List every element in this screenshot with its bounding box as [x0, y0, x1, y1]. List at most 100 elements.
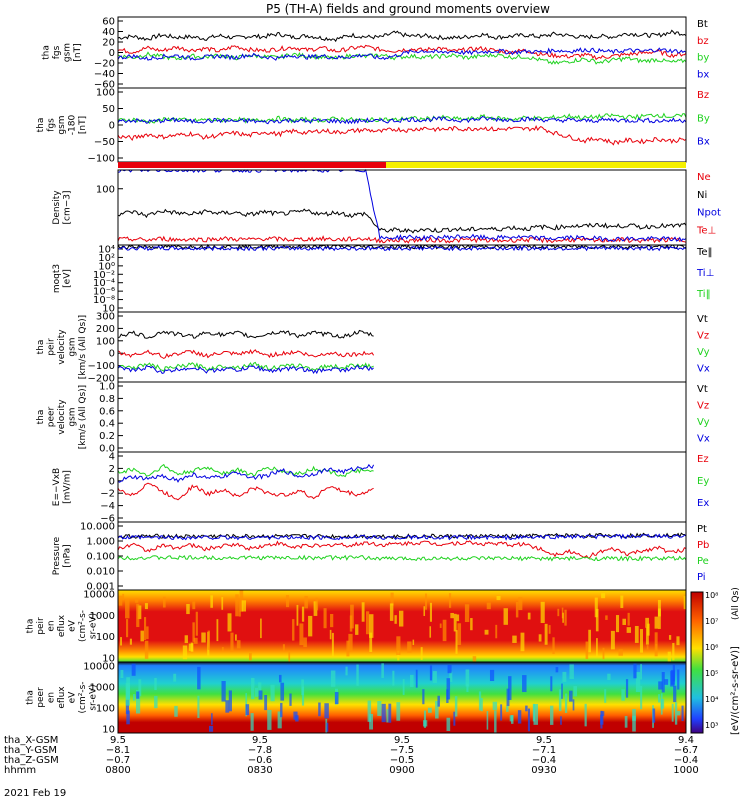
spectrogram-texture — [658, 681, 663, 690]
xaxis-row-label: tha_Y-GSM — [4, 745, 57, 756]
mode-bar-yellow — [386, 162, 686, 168]
spectrogram-texture — [280, 702, 283, 718]
spectrogram-texture — [602, 647, 605, 660]
spectrogram-texture — [573, 686, 578, 697]
spectrogram-texture — [280, 682, 285, 701]
ytick-label: 0.0 — [99, 444, 115, 455]
ytick-label: 10⁴ — [98, 245, 115, 256]
spectrogram-texture — [239, 590, 244, 612]
legend-Ni: Ni — [697, 190, 707, 201]
panel-9-ylabel: eflux — [57, 614, 67, 637]
spectrogram-texture — [144, 640, 149, 659]
panel-9-ylabel: peir — [36, 617, 46, 635]
spectrogram-texture — [503, 608, 508, 625]
spectrogram-texture — [588, 629, 591, 653]
spectrogram-texture — [235, 634, 237, 641]
spectrogram-texture — [193, 637, 198, 644]
spectrogram-texture — [136, 690, 141, 714]
series-Bt — [117, 29, 687, 43]
legend-Ez: Ez — [697, 454, 709, 465]
spectrogram-texture — [533, 704, 538, 725]
legend-Pi: Pi — [697, 572, 706, 583]
spectrogram-texture — [660, 693, 663, 715]
colorbar-tick: 10⁸ — [705, 591, 718, 600]
ytick-label: 1000 — [90, 611, 115, 622]
spectrogram-texture — [600, 714, 604, 725]
spectrogram-texture — [667, 651, 671, 662]
spectrogram-texture — [425, 593, 428, 610]
panel-10-ylabel: tha — [26, 690, 36, 705]
spectrogram-texture — [250, 713, 254, 731]
spectrogram-texture — [348, 633, 353, 652]
spectrogram-texture — [550, 676, 553, 692]
series-bx — [117, 47, 687, 61]
spectrogram-texture — [480, 698, 483, 712]
colorbar-tick: 10⁷ — [705, 617, 718, 626]
spectrogram-texture — [538, 634, 542, 642]
spectrogram-texture — [635, 672, 641, 692]
ytick-label: −200 — [88, 374, 115, 385]
spectrogram-texture — [345, 666, 348, 676]
ytick-label: −50 — [94, 137, 115, 148]
panel-8: Pressure [nPa] 10.000 1.000 0.100 0.010 0.001 P… — [52, 521, 709, 593]
series-Ez — [117, 482, 374, 501]
spectrogram-texture — [672, 643, 675, 661]
spectrogram-texture — [520, 632, 525, 652]
series-by — [117, 51, 687, 65]
spectrogram-texture — [292, 619, 295, 641]
series-Vy — [117, 361, 374, 372]
spectrogram-texture — [422, 689, 425, 705]
spectrogram-texture — [296, 604, 299, 626]
spectrogram-texture — [496, 595, 501, 601]
spectrogram-texture — [303, 637, 307, 648]
spectrogram-texture — [334, 692, 339, 705]
spectrogram-texture — [584, 703, 587, 727]
spectrogram-texture — [564, 693, 568, 713]
spectrogram-texture — [122, 593, 125, 600]
spectrogram-texture — [527, 612, 531, 620]
legend-Npot: Npot — [697, 208, 721, 219]
spectrogram-texture — [138, 679, 142, 697]
panel-2-ylabel: -180 — [68, 115, 78, 136]
legend-Ti⊥: Ti⊥ — [696, 268, 714, 279]
panel-5-ylabel: [km/s (All Qs)] — [78, 315, 88, 379]
spectrogram-texture — [241, 600, 246, 612]
spectrogram-texture — [136, 691, 140, 699]
ytick-label: 50 — [102, 104, 115, 115]
spectrogram-texture — [144, 603, 148, 610]
colorbar-tick: 10³ — [705, 721, 718, 730]
spectrogram-texture — [245, 704, 250, 716]
spectrogram-texture — [527, 708, 531, 732]
spectrogram-texture — [450, 612, 454, 619]
panel-frame — [117, 87, 687, 163]
colorbar-tick: 10⁶ — [705, 643, 718, 652]
spectrogram-texture — [622, 618, 627, 625]
panel-6-ylabel: peer — [47, 406, 57, 427]
spectrogram-texture — [453, 711, 456, 726]
spectrogram-texture — [632, 715, 636, 732]
panel-5-ylabel: velocity — [57, 329, 67, 365]
spectrogram-texture — [221, 680, 226, 702]
ytick-label: 100 — [96, 336, 115, 347]
spectrogram-texture — [478, 691, 482, 711]
spectrogram-texture — [640, 685, 643, 710]
spectrogram-texture — [399, 610, 404, 627]
spectrogram-texture — [386, 709, 389, 723]
spectrogram-texture — [195, 611, 198, 636]
colorbar-tick: 10⁴ — [705, 695, 718, 704]
legend-Pb: Pb — [697, 540, 709, 551]
spectrogram-texture — [670, 669, 675, 685]
spectrogram-texture — [182, 645, 188, 660]
legend-Te‖: Te‖ — [696, 247, 713, 258]
spectrogram-texture — [346, 640, 350, 657]
ytick-label: 60 — [102, 17, 115, 28]
panel-10-ylabel: eV — [68, 691, 78, 704]
spectrogram-texture — [585, 641, 589, 659]
spectrogram-texture — [285, 595, 290, 608]
ytick-label: 0 — [109, 349, 115, 360]
ytick-label: −100 — [88, 361, 115, 372]
xaxis-value: 9.5 — [394, 735, 410, 746]
spectrogram-texture — [381, 663, 384, 678]
spectrogram-texture — [657, 599, 661, 617]
